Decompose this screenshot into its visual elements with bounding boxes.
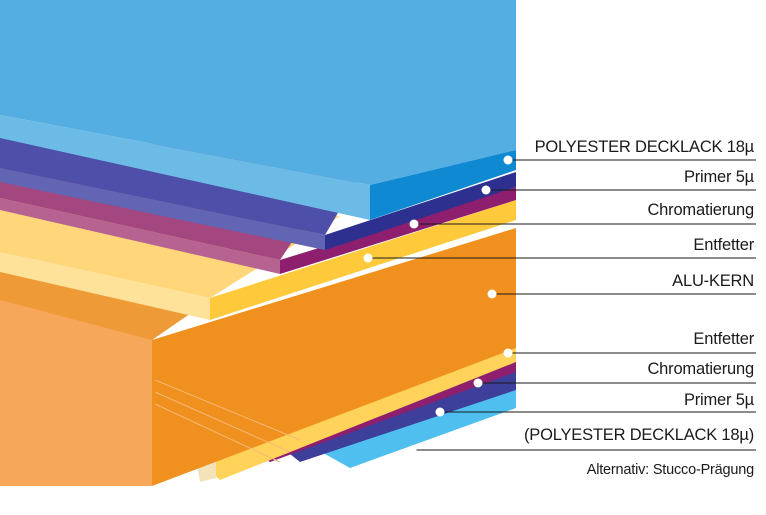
leader-dot-bottom-degreaser: [503, 348, 513, 358]
core-front-face: [152, 228, 516, 486]
top-chromate-side: [0, 198, 280, 274]
top-primer-side: [0, 168, 325, 250]
core-side-face-upper: [0, 265, 152, 486]
leader-dot-top-degreaser: [363, 253, 373, 263]
bottom-degreaser-layer: [196, 348, 516, 480]
bottom-layers: [196, 348, 516, 482]
leader-dot-bottom-primer: [435, 407, 445, 417]
top-coating-side: [0, 115, 370, 220]
leader-dot-top-primer: [481, 185, 491, 195]
leader-dot-core: [487, 289, 497, 299]
leader-dot-bottom-coating: [407, 445, 417, 455]
top-degreaser-front: [210, 200, 516, 320]
leader-dot-top-chromate: [409, 219, 419, 229]
top-primer-front: [325, 172, 516, 250]
leader-dot-top-coating: [503, 155, 513, 165]
top-degreaser-side: [0, 252, 210, 320]
top-coating-group: [0, 0, 516, 220]
core-block: [0, 228, 516, 486]
top-coating-top: [0, 0, 516, 185]
top-coating-front: [370, 150, 516, 220]
leader-dot-bottom-chromate: [473, 378, 483, 388]
top-chromate-front: [280, 187, 516, 274]
leader-lines: [363, 155, 756, 455]
